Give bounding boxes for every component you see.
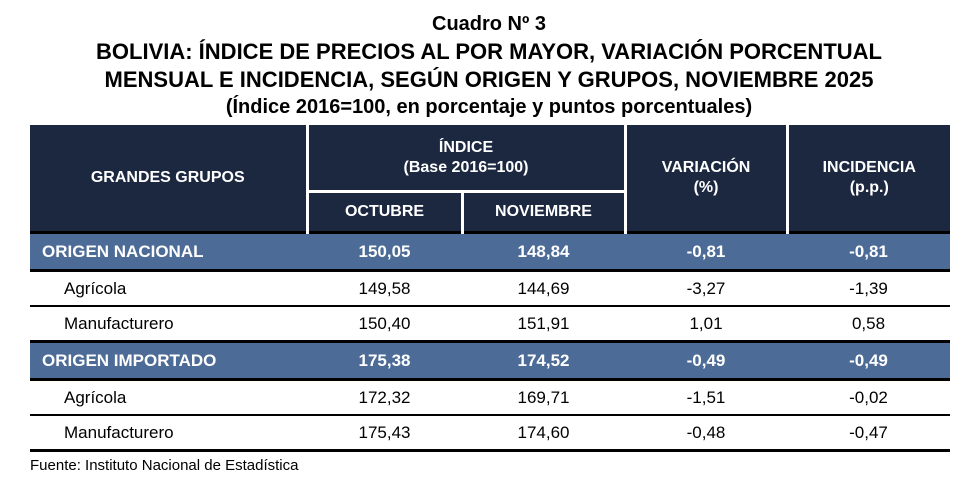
cell-noviembre: 144,69	[462, 270, 626, 307]
header-noviembre: NOVIEMBRE	[462, 191, 627, 233]
row-label: Agrícola	[30, 379, 307, 416]
table-row-nacional-manufacturero: Manufacturero 150,40 151,91 1,01 0,58	[30, 306, 951, 343]
cell-variacion: -0,81	[625, 231, 788, 272]
table-header: GRANDES GRUPOS ÍNDICE (Base 2016=100) VA…	[30, 125, 951, 233]
cell-variacion: -3,27	[625, 270, 788, 307]
row-label: Manufacturero	[30, 415, 307, 452]
title-block: Cuadro Nº 3 BOLIVIA: ÍNDICE DE PRECIOS A…	[0, 0, 978, 121]
header-variacion-label: VARIACIÓN	[661, 159, 751, 176]
row-label: Agrícola	[30, 270, 307, 307]
title-line-2: MENSUAL E INCIDENCIA, SEGÚN ORIGEN Y GRU…	[104, 67, 874, 92]
cell-incidencia: -0,47	[787, 415, 951, 452]
header-indice: ÍNDICE (Base 2016=100)	[307, 125, 627, 193]
title-subtitle: (Índice 2016=100, en porcentaje y puntos…	[225, 96, 753, 118]
table-row-origen-nacional: ORIGEN NACIONAL 150,05 148,84 -0,81 -0,8…	[30, 231, 951, 272]
cell-noviembre: 174,52	[462, 341, 626, 381]
table-row-nacional-agricola: Agrícola 149,58 144,69 -3,27 -1,39	[30, 270, 951, 307]
header-variacion-sublabel: (%)	[693, 179, 719, 196]
cell-incidencia: -1,39	[787, 270, 951, 307]
table-row-importado-agricola: Agrícola 172,32 169,71 -1,51 -0,02	[30, 379, 951, 416]
table-row-origen-importado: ORIGEN IMPORTADO 175,38 174,52 -0,49 -0,…	[30, 341, 951, 381]
header-octubre: OCTUBRE	[307, 191, 464, 233]
row-label: ORIGEN IMPORTADO	[30, 341, 307, 381]
header-incidencia: INCIDENCIA (p.p.)	[787, 125, 951, 233]
row-label: ORIGEN NACIONAL	[30, 231, 307, 272]
header-grandes-grupos-label: GRANDES GRUPOS	[90, 169, 245, 186]
cell-noviembre: 174,60	[462, 415, 626, 452]
cell-noviembre: 148,84	[462, 231, 626, 272]
cell-incidencia: -0,49	[787, 341, 951, 381]
title-line-1: BOLIVIA: ÍNDICE DE PRECIOS AL POR MAYOR,…	[96, 39, 882, 64]
cell-variacion: 1,01	[625, 306, 788, 343]
header-indice-label: ÍNDICE	[438, 138, 494, 156]
cell-incidencia: -0,02	[787, 379, 951, 416]
cell-octubre: 150,05	[307, 231, 462, 272]
source-note: Fuente: Instituto Nacional de Estadístic…	[30, 457, 299, 474]
cell-incidencia: 0,58	[787, 306, 951, 343]
header-indice-sublabel: (Base 2016=100)	[403, 158, 529, 176]
cell-variacion: -0,49	[625, 341, 788, 381]
header-variacion: VARIACIÓN (%)	[625, 125, 789, 233]
table-body: ORIGEN NACIONAL 150,05 148,84 -0,81 -0,8…	[30, 231, 951, 452]
cell-octubre: 149,58	[307, 270, 462, 307]
header-incidencia-label: INCIDENCIA	[822, 159, 916, 176]
cell-octubre: 175,43	[307, 415, 462, 452]
cell-variacion: -1,51	[625, 379, 788, 416]
price-index-table: GRANDES GRUPOS ÍNDICE (Base 2016=100) VA…	[30, 125, 951, 452]
cell-octubre: 172,32	[307, 379, 462, 416]
cell-octubre: 150,40	[307, 306, 462, 343]
header-incidencia-sublabel: (p.p.)	[849, 179, 889, 196]
table-row-importado-manufacturero: Manufacturero 175,43 174,60 -0,48 -0,47	[30, 415, 951, 452]
cell-noviembre: 169,71	[462, 379, 626, 416]
cell-variacion: -0,48	[625, 415, 788, 452]
row-label: Manufacturero	[30, 306, 307, 343]
cell-octubre: 175,38	[307, 341, 462, 381]
table-number: Cuadro Nº 3	[432, 13, 546, 35]
cell-noviembre: 151,91	[462, 306, 626, 343]
header-grandes-grupos: GRANDES GRUPOS	[30, 125, 309, 233]
cell-incidencia: -0,81	[787, 231, 951, 272]
